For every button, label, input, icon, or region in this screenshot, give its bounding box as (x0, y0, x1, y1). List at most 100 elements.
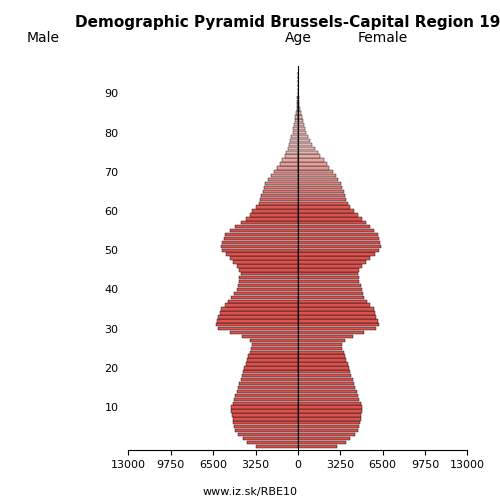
Bar (266, 182, 298, 185)
Bar (298, 433, 356, 436)
Bar (298, 444, 337, 448)
Bar (298, 142, 312, 146)
Bar (298, 304, 370, 307)
Bar (298, 146, 315, 150)
Bar (298, 386, 356, 389)
Bar (298, 206, 350, 209)
Bar (222, 240, 298, 244)
Bar (274, 170, 298, 173)
Bar (240, 221, 298, 224)
Bar (298, 331, 364, 334)
Bar (298, 354, 345, 358)
Bar (298, 202, 348, 205)
Bar (218, 327, 298, 330)
Bar (298, 194, 345, 197)
Bar (298, 406, 362, 409)
Bar (246, 217, 298, 220)
Bar (248, 354, 298, 358)
Bar (238, 284, 298, 287)
Bar (298, 210, 354, 212)
Bar (232, 260, 298, 264)
Bar (298, 292, 363, 295)
Bar (298, 268, 359, 272)
Bar (298, 115, 302, 118)
Bar (298, 221, 366, 224)
Bar (292, 135, 298, 138)
Bar (239, 382, 298, 386)
Bar (217, 319, 298, 322)
Bar (298, 244, 382, 248)
Bar (234, 398, 298, 401)
Bar (298, 335, 352, 338)
Bar (298, 421, 360, 424)
Bar (240, 272, 298, 276)
Bar (298, 276, 359, 280)
Bar (246, 362, 298, 366)
Bar (298, 186, 343, 189)
Bar (298, 100, 299, 103)
Bar (298, 248, 379, 252)
Bar (296, 108, 298, 110)
Text: www.iz.sk/RBE10: www.iz.sk/RBE10 (202, 488, 298, 498)
Bar (298, 260, 366, 264)
Bar (294, 127, 298, 130)
Bar (298, 256, 370, 260)
Bar (288, 146, 298, 150)
Bar (298, 119, 302, 122)
Title: Demographic Pyramid Brussels-Capital Region 1996: Demographic Pyramid Brussels-Capital Reg… (74, 15, 500, 30)
Bar (226, 252, 298, 256)
Bar (298, 346, 343, 350)
Bar (256, 444, 298, 448)
Bar (298, 429, 358, 432)
Bar (232, 410, 298, 412)
Bar (298, 104, 299, 107)
Bar (250, 214, 298, 216)
Bar (298, 319, 378, 322)
Text: Male: Male (27, 30, 60, 44)
Bar (220, 312, 298, 314)
Bar (239, 268, 298, 272)
Bar (298, 233, 378, 236)
Bar (298, 166, 329, 170)
Bar (221, 244, 298, 248)
Bar (298, 366, 349, 370)
Bar (286, 150, 298, 154)
Bar (250, 339, 298, 342)
Text: Female: Female (358, 30, 408, 44)
Bar (242, 335, 298, 338)
Bar (280, 162, 298, 166)
Bar (298, 154, 320, 158)
Bar (260, 198, 298, 201)
Bar (239, 276, 298, 280)
Bar (298, 182, 341, 185)
Bar (262, 194, 298, 197)
Bar (298, 394, 358, 397)
Bar (298, 370, 350, 374)
Bar (296, 115, 298, 118)
Bar (239, 280, 298, 283)
Bar (298, 402, 360, 405)
Bar (234, 421, 298, 424)
Bar (298, 358, 346, 362)
Bar (297, 100, 298, 103)
Bar (298, 174, 336, 178)
Bar (224, 237, 298, 240)
Bar (298, 170, 333, 173)
Bar (298, 374, 352, 378)
Bar (234, 292, 298, 295)
Bar (232, 402, 298, 405)
Bar (298, 350, 344, 354)
Bar (236, 264, 298, 268)
Bar (298, 362, 348, 366)
Bar (221, 308, 298, 310)
Bar (243, 370, 298, 374)
Bar (298, 158, 324, 162)
Bar (298, 178, 339, 182)
Bar (298, 342, 343, 346)
Bar (262, 190, 298, 193)
Bar (232, 417, 298, 420)
Text: Age: Age (284, 30, 312, 44)
Bar (234, 425, 298, 428)
Bar (238, 386, 298, 389)
Bar (298, 284, 360, 287)
